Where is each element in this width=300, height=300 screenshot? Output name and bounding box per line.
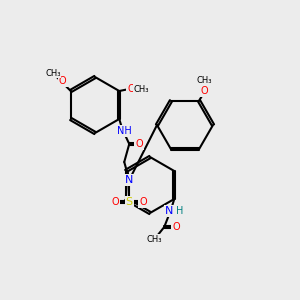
Text: O: O	[59, 76, 67, 86]
Text: CH₃: CH₃	[45, 68, 61, 77]
Text: CH₃: CH₃	[134, 85, 149, 94]
Text: O: O	[172, 222, 180, 232]
Text: O: O	[111, 197, 119, 207]
Text: O: O	[135, 139, 143, 149]
Text: NH: NH	[117, 126, 132, 136]
Text: N: N	[165, 206, 173, 216]
Text: O: O	[128, 84, 135, 94]
Text: N: N	[125, 175, 134, 185]
Text: CH₃: CH₃	[146, 235, 162, 244]
Text: O: O	[140, 197, 147, 207]
Text: H: H	[176, 206, 183, 216]
Text: CH₃: CH₃	[196, 76, 212, 85]
Text: S: S	[126, 197, 133, 207]
Text: O: O	[200, 86, 208, 96]
